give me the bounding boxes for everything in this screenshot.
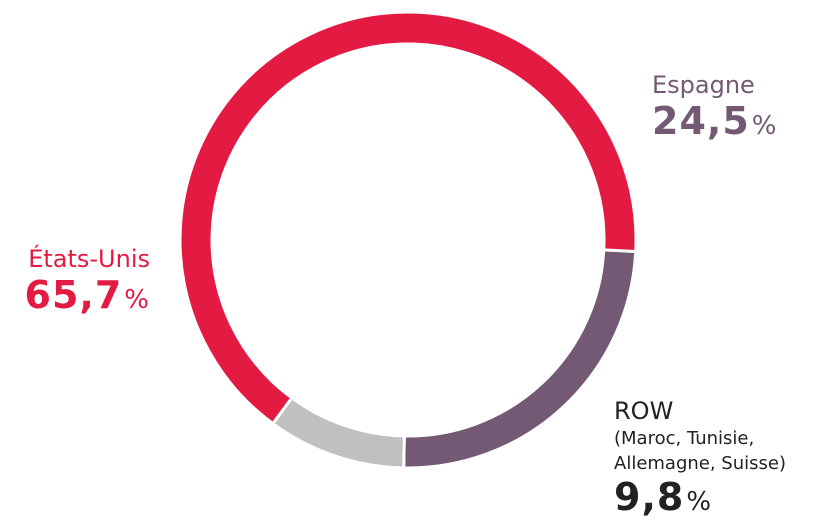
slice-1 [402, 248, 638, 470]
percent-sign: % [751, 110, 778, 141]
label-espagne: Espagne 24,5% [652, 71, 778, 144]
category-label: États-Unis [28, 245, 150, 273]
category-label: ROW [614, 397, 674, 425]
category-label: Espagne [652, 71, 755, 99]
category-sublabel: (Maroc, Tunisie, Allemagne, Suisse) [614, 427, 786, 474]
percent-sign: % [124, 284, 150, 315]
label-etats-unis: États-Unis 65,7% [20, 245, 150, 318]
slice-2 [270, 395, 406, 470]
value-label: 9,8% [614, 474, 824, 520]
value-number: 65,7 [24, 272, 123, 317]
percent-sign: % [686, 486, 713, 517]
value-label: 24,5% [652, 98, 778, 144]
label-row: ROW (Maroc, Tunisie, Allemagne, Suisse) … [614, 397, 824, 520]
slice-0 [178, 10, 638, 426]
value-number: 24,5 [652, 98, 750, 143]
value-number: 9,8 [614, 474, 685, 519]
value-label: 65,7% [20, 272, 150, 318]
